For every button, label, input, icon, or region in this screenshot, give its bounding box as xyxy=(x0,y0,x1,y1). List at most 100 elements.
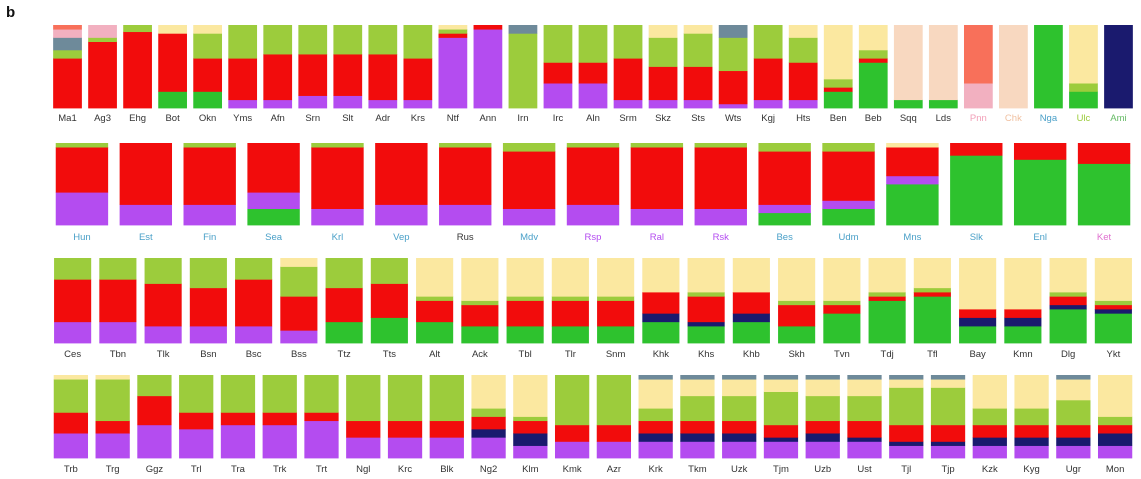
bar-segment-slate xyxy=(722,375,757,380)
bar-segment-lime xyxy=(1056,399,1091,426)
bar-segment-navy xyxy=(1014,437,1049,446)
population-label: Sts xyxy=(691,113,705,124)
bar-segment-yellow xyxy=(1069,25,1098,84)
population-bar: Ng2 xyxy=(471,375,506,475)
population-bar: Tts xyxy=(370,258,408,360)
bar-segment-red xyxy=(193,58,223,92)
bar-segment-purple xyxy=(55,192,109,226)
bar-segment-yellow xyxy=(823,25,853,80)
bar-segment-navy xyxy=(1094,309,1132,314)
bar-segment-green xyxy=(1034,25,1063,109)
population-bar: Krk xyxy=(638,375,673,475)
population-bar: Ma1 xyxy=(53,25,82,124)
bar-segment-lime xyxy=(53,49,82,59)
bar-segment-yellow xyxy=(889,379,924,388)
bar-segment-lime xyxy=(566,143,620,148)
bar-segment-lime xyxy=(630,143,684,148)
bar-segment-yellow xyxy=(788,25,818,38)
bar-segment-purple xyxy=(262,424,297,459)
bar-segment-purple xyxy=(683,99,713,109)
population-label: Dlg xyxy=(1061,349,1075,360)
bar-segment-red xyxy=(346,420,381,438)
bar-segment-salmon xyxy=(53,25,82,30)
bar-segment-purple xyxy=(235,326,273,344)
bar-segment-green xyxy=(247,208,300,226)
bar-segment-purple xyxy=(438,37,468,109)
population-bar: Ces xyxy=(54,258,92,360)
bar-segment-purple xyxy=(99,321,137,344)
population-bar: Ust xyxy=(847,375,882,475)
bar-segment-yellow xyxy=(642,258,680,293)
population-bar: Slk xyxy=(950,143,1003,243)
bar-segment-slate xyxy=(1056,375,1091,380)
bar-segment-purple xyxy=(189,326,227,344)
bar-segment-purple xyxy=(543,83,573,109)
bar-segment-lime xyxy=(1014,408,1049,426)
bar-segment-red xyxy=(858,58,888,63)
bar-segment-purple xyxy=(578,83,608,109)
population-bar: Ben xyxy=(823,25,853,124)
bar-segment-yellow xyxy=(778,258,816,301)
bar-segment-lime xyxy=(193,33,223,59)
bar-segment-red xyxy=(763,424,799,438)
bar-segment-lime xyxy=(471,408,506,417)
population-label: Skh xyxy=(788,349,804,360)
bar-segment-purple xyxy=(566,204,620,226)
bar-segment-navy xyxy=(930,441,966,446)
population-label: Slk xyxy=(970,232,983,243)
bar-segment-red xyxy=(429,420,464,438)
population-bar: Uzk xyxy=(722,375,757,475)
population-bar: Ket xyxy=(1077,143,1131,243)
population-bar: Chk xyxy=(999,25,1028,124)
population-label: Blk xyxy=(440,464,453,475)
bar-segment-green xyxy=(868,300,906,344)
population-bar: Sts xyxy=(683,25,713,124)
population-label: Tbl xyxy=(519,349,532,360)
bar-segment-red xyxy=(886,147,939,177)
bar-segment-yellow xyxy=(687,258,725,293)
bar-segment-purple xyxy=(554,441,590,459)
bar-segment-lime xyxy=(823,300,861,306)
population-bar: Adr xyxy=(368,25,398,124)
bar-segment-red xyxy=(235,279,273,327)
population-label: Sea xyxy=(265,232,283,243)
population-bar: Bot xyxy=(158,25,187,124)
bar-segment-red xyxy=(1077,143,1131,164)
population-label: Azr xyxy=(607,464,621,475)
bar-segment-navy xyxy=(959,317,997,327)
bar-segment-red xyxy=(403,58,433,101)
bar-segment-peach xyxy=(999,25,1028,109)
bar-segment-lime xyxy=(439,143,492,148)
bar-segment-red xyxy=(262,412,297,426)
bar-segment-green xyxy=(823,313,861,344)
bar-segment-green xyxy=(732,321,770,344)
bar-segment-red xyxy=(473,25,503,30)
population-bar: Mns xyxy=(886,143,939,243)
bar-segment-lime xyxy=(144,258,182,284)
bar-segment-yellow xyxy=(732,258,770,293)
population-label: Skz xyxy=(655,113,671,124)
population-label: Kyg xyxy=(1023,464,1039,475)
bar-segment-navy xyxy=(763,437,799,442)
bar-segment-purple xyxy=(1056,445,1091,459)
population-label: Vep xyxy=(393,232,409,243)
population-label: Krs xyxy=(411,113,426,124)
bar-segment-purple xyxy=(972,445,1007,459)
bar-segment-red xyxy=(597,300,635,327)
bar-segment-purple xyxy=(333,95,363,109)
bar-segment-lime xyxy=(416,296,454,301)
bar-segment-red xyxy=(732,292,770,314)
population-bar: Nga xyxy=(1034,25,1063,124)
bar-segment-lime xyxy=(889,387,924,426)
population-label: Okn xyxy=(199,113,216,124)
bar-segment-purple xyxy=(280,330,318,344)
bar-segment-lime xyxy=(683,33,713,67)
population-label: Ma1 xyxy=(58,113,76,124)
bar-segment-lime xyxy=(823,78,853,88)
population-bar: Ag3 xyxy=(88,25,117,124)
bar-segment-navy xyxy=(642,313,680,323)
population-bar: Tvn xyxy=(823,258,861,360)
population-bar: Ngl xyxy=(346,375,381,475)
bar-segment-red xyxy=(53,412,89,434)
population-bar: Okn xyxy=(193,25,223,124)
